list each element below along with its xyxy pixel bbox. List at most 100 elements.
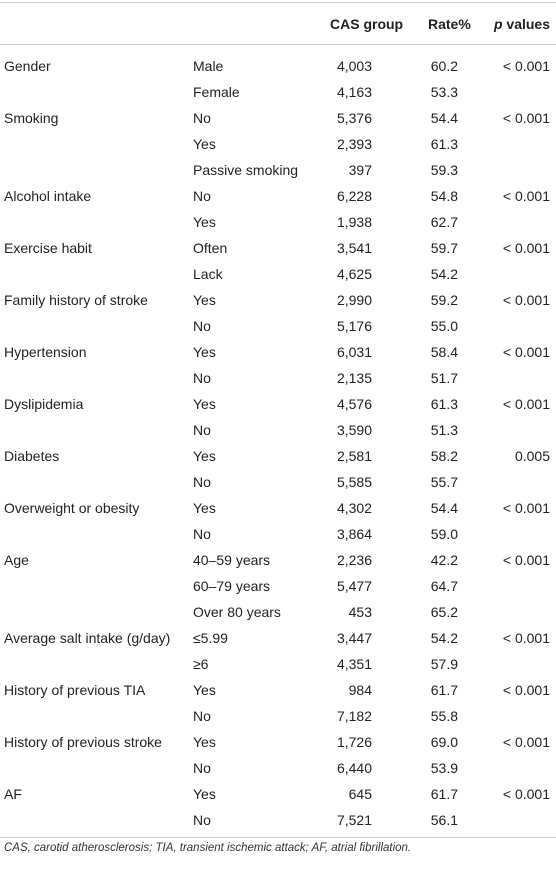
- rate-cell: 58.4: [430, 344, 458, 360]
- level-cell: Yes: [193, 786, 216, 802]
- table-row: No 3,590 51.3: [0, 417, 556, 443]
- p-value-cell: < 0.001: [502, 682, 550, 698]
- variable-cell: [0, 755, 193, 781]
- variable-cell: Gender: [4, 58, 51, 74]
- p-value-cell: < 0.001: [502, 786, 550, 802]
- level-cell: Often: [193, 240, 228, 256]
- level-cell: Female: [193, 84, 240, 100]
- variable-cell: Family history of stroke: [4, 292, 148, 308]
- level-cell: 40–59 years: [193, 552, 271, 568]
- p-value-cell: [484, 521, 556, 547]
- p-value-cell: < 0.001: [502, 734, 550, 750]
- cas-cell: 5,376: [336, 110, 372, 126]
- p-value-cell: < 0.001: [502, 292, 550, 308]
- level-cell: Male: [193, 58, 224, 74]
- rate-cell: 64.7: [430, 578, 458, 594]
- variable-cell: [0, 703, 193, 729]
- rate-cell: 59.3: [430, 162, 458, 178]
- table-row: History of previous TIA Yes 984 61.7 < 0.001: [0, 677, 556, 703]
- table-row: Exercise habit Often 3,541 59.7 < 0.001: [0, 235, 556, 261]
- table-row: History of previous stroke Yes 1,726 69.0 < …: [0, 729, 556, 755]
- table-row: Alcohol intake No 6,228 54.8 < 0.001: [0, 183, 556, 209]
- table-row: Hypertension Yes 6,031 58.4 < 0.001: [0, 339, 556, 365]
- table-row: Dyslipidemia Yes 4,576 61.3 < 0.001: [0, 391, 556, 417]
- level-cell: No: [193, 708, 211, 724]
- table-row: No 5,176 55.0: [0, 313, 556, 339]
- table-row: AF Yes 645 61.7 < 0.001: [0, 781, 556, 807]
- p-value-cell: [484, 157, 556, 183]
- cas-cell: 6,031: [336, 344, 372, 360]
- table-row: No 2,135 51.7: [0, 365, 556, 391]
- table-row: Lack 4,625 54.2: [0, 261, 556, 287]
- level-cell: Yes: [193, 396, 216, 412]
- cas-cell: 4,625: [336, 266, 372, 282]
- rate-cell: 55.8: [430, 708, 458, 724]
- rate-cell: 54.4: [430, 500, 458, 516]
- p-value-cell: < 0.001: [502, 630, 550, 646]
- rate-cell: 53.9: [430, 760, 458, 776]
- p-value-cell: [484, 261, 556, 287]
- table-row: No 7,182 55.8: [0, 703, 556, 729]
- level-cell: No: [193, 422, 211, 438]
- cas-cell: 7,521: [336, 812, 372, 828]
- variable-cell: Age: [4, 552, 29, 568]
- cas-cell: 1,938: [336, 214, 372, 230]
- cas-cell: 6,440: [336, 760, 372, 776]
- rate-cell: 60.2: [430, 58, 458, 74]
- p-value-cell: 0.005: [514, 448, 550, 464]
- rate-cell: 61.7: [430, 682, 458, 698]
- level-cell: Yes: [193, 448, 216, 464]
- variable-cell: [0, 599, 193, 625]
- rate-cell: 51.3: [430, 422, 458, 438]
- header-cell: [0, 3, 193, 45]
- cas-cell: 5,585: [336, 474, 372, 490]
- footnote: CAS, carotid atherosclerosis; TIA, trans…: [4, 842, 412, 854]
- level-cell: Over 80 years: [193, 604, 281, 620]
- p-value-cell: [484, 599, 556, 625]
- table-row: 60–79 years 5,477 64.7: [0, 573, 556, 599]
- level-cell: No: [193, 110, 211, 126]
- p-value-cell: [484, 469, 556, 495]
- variable-cell: [0, 651, 193, 677]
- rate-cell: 53.3: [430, 84, 458, 100]
- header-cell: [193, 3, 328, 45]
- rate-cell: 55.7: [430, 474, 458, 490]
- cas-cell: 2,393: [336, 136, 372, 152]
- level-cell: Yes: [193, 682, 216, 698]
- variable-cell: Alcohol intake: [4, 188, 92, 204]
- cas-cell: 7,182: [336, 708, 372, 724]
- table-row: Smoking No 5,376 54.4 < 0.001: [0, 105, 556, 131]
- level-cell: Yes: [193, 136, 216, 152]
- level-cell: Yes: [193, 292, 216, 308]
- variable-cell: [0, 573, 193, 599]
- cas-cell: 397: [348, 162, 372, 178]
- header-text: values: [506, 15, 550, 32]
- rate-cell: 61.7: [430, 786, 458, 802]
- data-table: CAS group Rate% p values Gender Male 4,003…: [0, 2, 556, 838]
- p-value-cell: < 0.001: [502, 500, 550, 516]
- cas-cell: 3,541: [336, 240, 372, 256]
- level-cell: ≥6: [193, 656, 209, 672]
- level-cell: No: [193, 318, 211, 334]
- level-cell: Yes: [193, 214, 216, 230]
- level-cell: No: [193, 526, 211, 542]
- level-cell: Yes: [193, 344, 216, 360]
- variable-cell: [0, 521, 193, 547]
- table-row: Average salt intake (g/day) ≤5.99 3,447 54.…: [0, 625, 556, 651]
- rate-cell: 55.0: [430, 318, 458, 334]
- header-cell: CAS group: [330, 15, 404, 32]
- table-row: Age 40–59 years 2,236 42.2 < 0.001: [0, 547, 556, 573]
- rate-cell: 57.9: [430, 656, 458, 672]
- level-cell: Yes: [193, 734, 216, 750]
- variable-cell: History of previous stroke: [4, 734, 162, 750]
- table-row: Overweight or obesity Yes 4,302 54.4 < 0.001: [0, 495, 556, 521]
- rate-cell: 51.7: [430, 370, 458, 386]
- p-value-cell: [484, 703, 556, 729]
- variable-cell: Average salt intake (g/day): [4, 630, 171, 646]
- variable-cell: [0, 261, 193, 287]
- rate-cell: 59.2: [430, 292, 458, 308]
- variable-cell: [0, 417, 193, 443]
- header-cell: Rate%: [428, 15, 471, 32]
- rate-cell: 61.3: [430, 396, 458, 412]
- table-row: Over 80 years 453 65.2: [0, 599, 556, 625]
